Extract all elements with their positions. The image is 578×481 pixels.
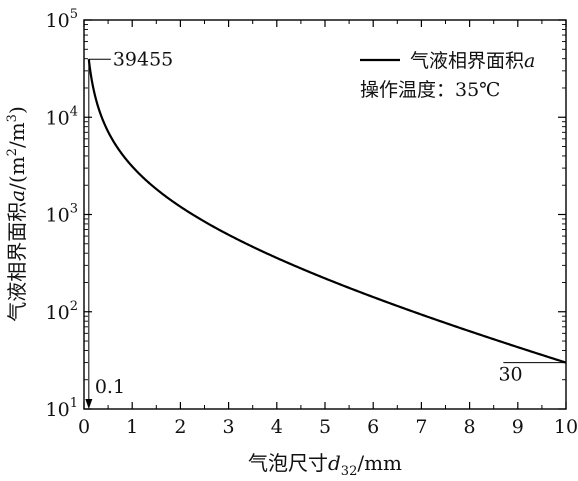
- end-value-label: 30: [498, 364, 522, 386]
- x-tick-label: 6: [367, 416, 379, 438]
- y-tick-label: 105: [46, 7, 78, 32]
- x-tick-label: 7: [415, 416, 427, 438]
- x-axis-ticks: 0 1 2 3 4 5 6 7 8 9 10: [78, 20, 578, 438]
- x-tick-label: 1: [126, 416, 138, 438]
- x-tick-label: 0: [78, 416, 90, 438]
- y-tick-label: 103: [46, 202, 78, 227]
- legend: 气液相界面积a 操作温度：35℃: [360, 50, 535, 101]
- x-marker-arrowhead: [85, 399, 93, 409]
- start-value-label: 39455: [113, 48, 173, 70]
- annotation-layer: 39455 30 0.1: [85, 48, 566, 409]
- series-layer: [87, 59, 567, 364]
- x-tick-label: 5: [319, 416, 331, 438]
- x-tick-label: 10: [554, 416, 578, 438]
- x-tick-label: 2: [174, 416, 186, 438]
- x-axis-label: 气泡尺寸d32/mm: [248, 451, 402, 479]
- x-tick-label: 3: [223, 416, 235, 438]
- series-line: [87, 59, 567, 364]
- legend-entry-label: 气液相界面积a: [410, 50, 535, 72]
- y-tick-label: 104: [46, 104, 78, 129]
- y-axis-ticks: 101 102 103 104 105: [46, 7, 566, 421]
- y-axis-label: 气液相界面积a/(m2/m3): [5, 106, 29, 322]
- x-tick-label: 9: [512, 416, 524, 438]
- x-tick-label: 4: [271, 416, 283, 438]
- legend-condition: 操作温度：35℃: [360, 79, 500, 101]
- x-marker-label: 0.1: [95, 376, 125, 398]
- x-tick-label: 8: [464, 416, 476, 438]
- y-tick-label: 102: [46, 299, 78, 324]
- y-tick-label: 101: [46, 396, 78, 421]
